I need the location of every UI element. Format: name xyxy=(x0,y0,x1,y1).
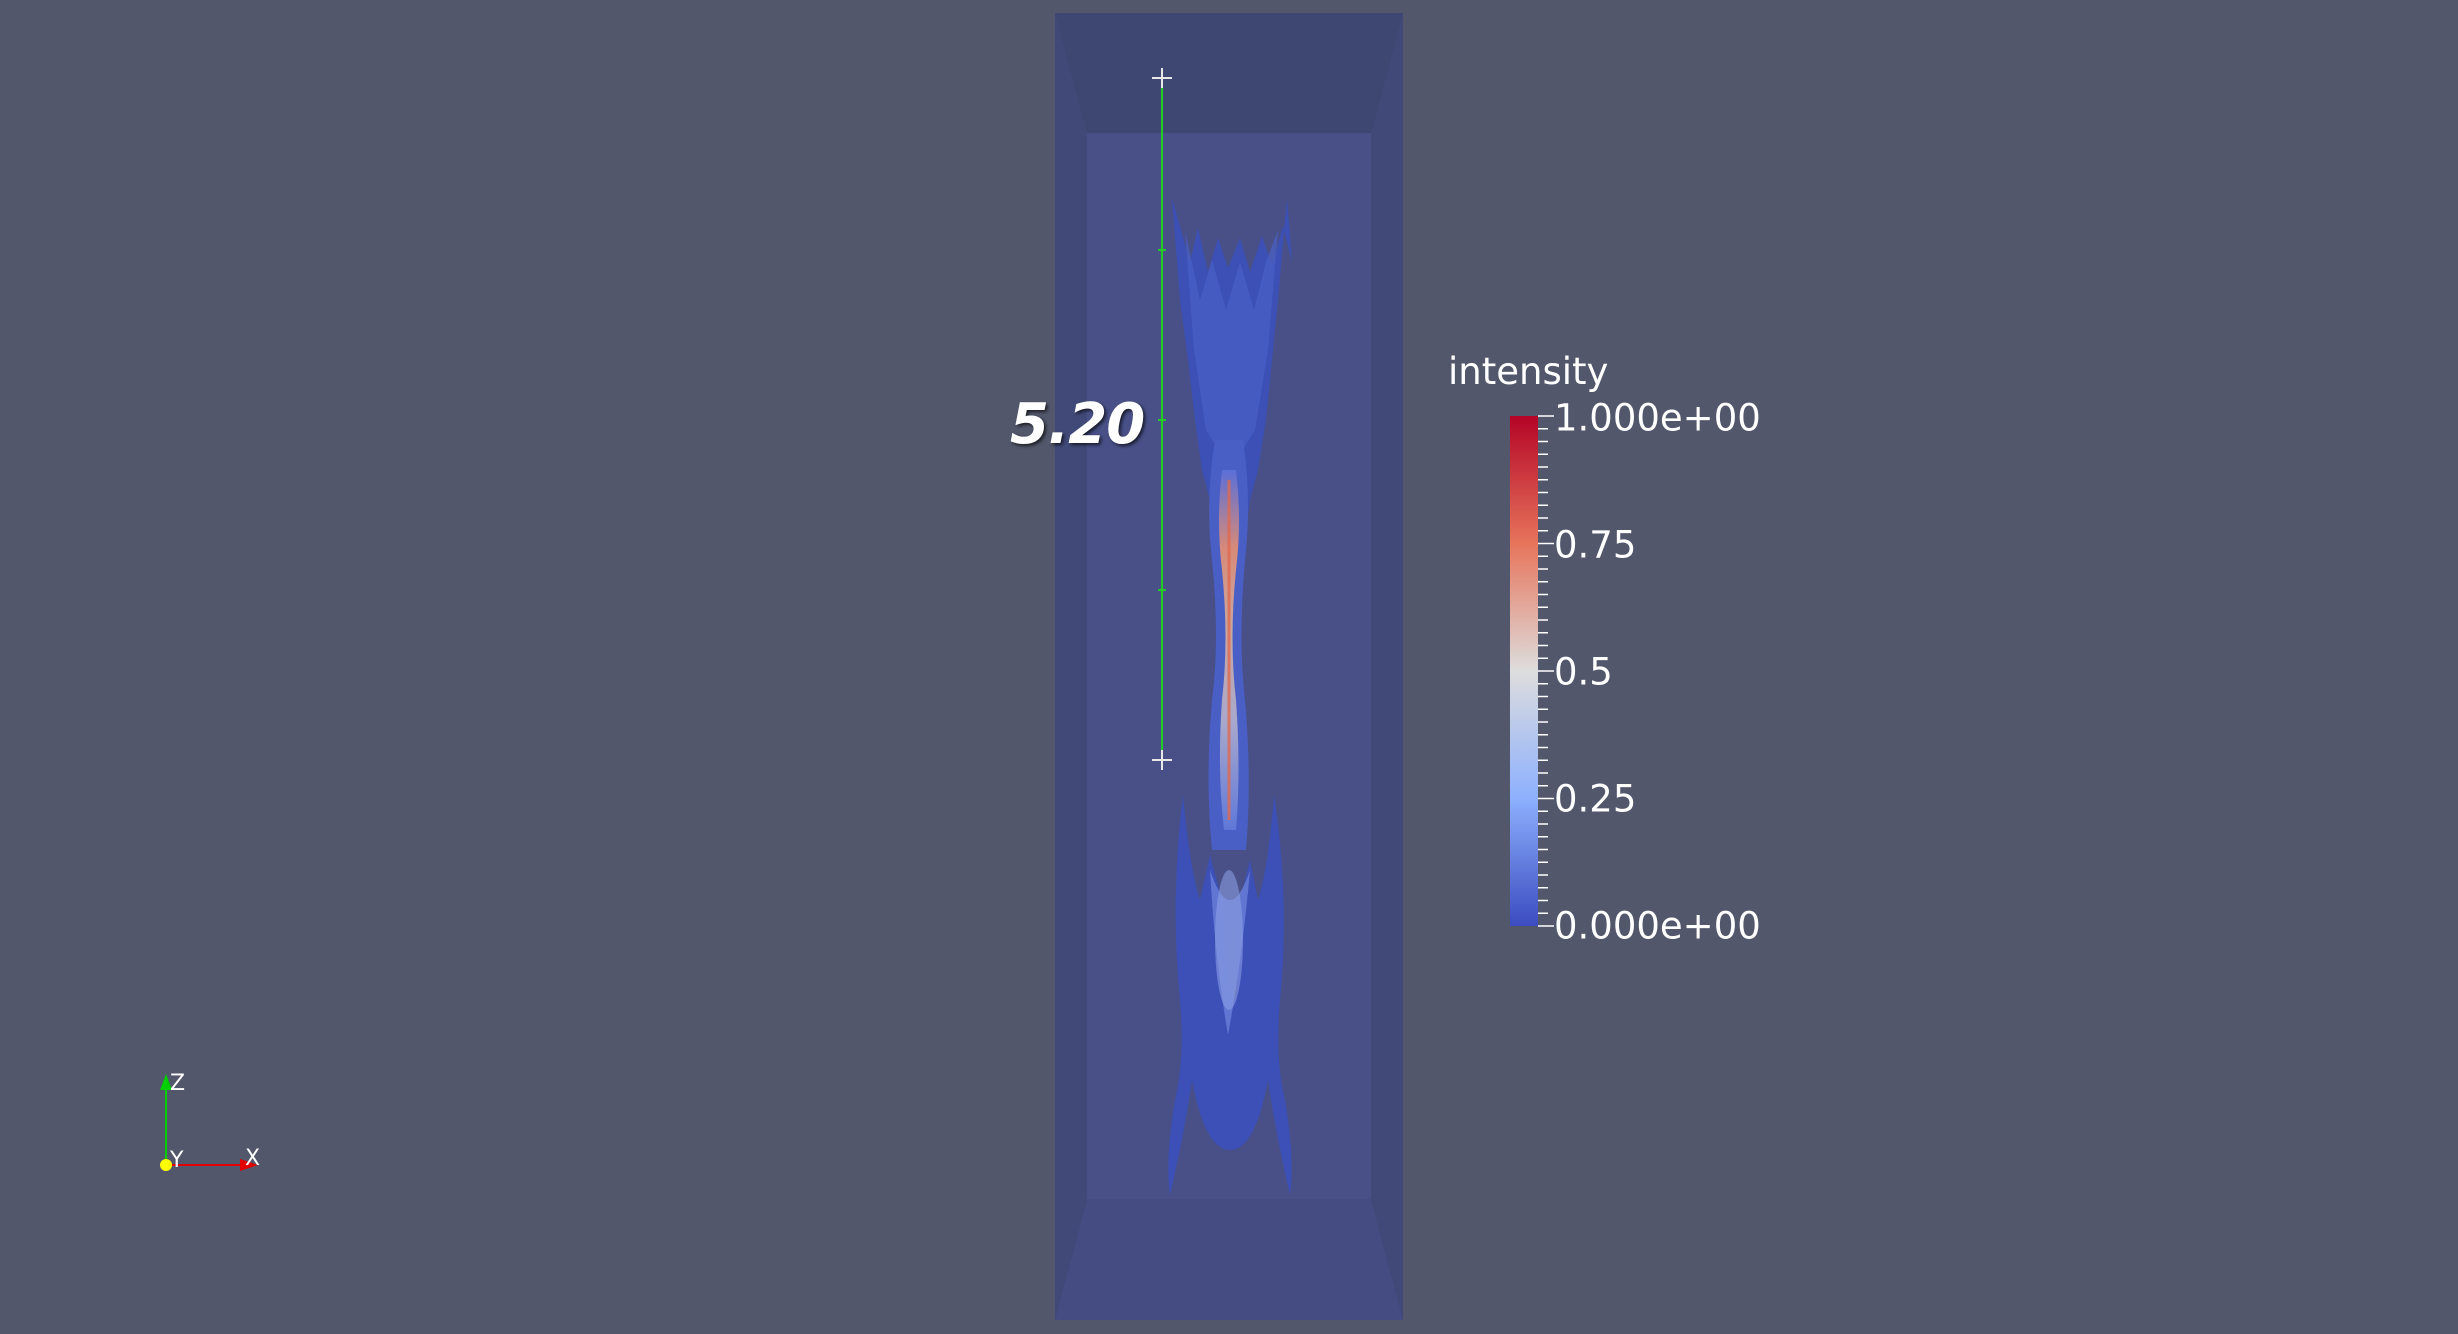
axis-label-x: X xyxy=(245,1146,261,1171)
box-right-face xyxy=(1371,13,1403,1320)
legend-title: intensity xyxy=(1448,350,1609,393)
colorbar xyxy=(1510,416,1538,926)
ruler-widget[interactable] xyxy=(1152,68,1172,770)
legend-tick-075: 0.75 xyxy=(1554,523,1637,567)
orientation-axes xyxy=(160,1074,258,1171)
box-bottom-face xyxy=(1055,1199,1403,1320)
legend-tick-025: 0.25 xyxy=(1554,777,1637,821)
color-legend[interactable] xyxy=(1510,415,1554,927)
legend-tick-max: 1.000e+00 xyxy=(1554,396,1761,440)
legend-tick-05: 0.5 xyxy=(1554,650,1613,694)
axis-label-y: Y xyxy=(170,1148,184,1173)
x-arrow-head xyxy=(240,1159,258,1171)
box-top-face xyxy=(1055,13,1403,133)
ruler-distance-label: 5.20 xyxy=(1010,392,1145,457)
isosurface-object xyxy=(1168,198,1292,1195)
box-left-face xyxy=(1055,13,1087,1320)
y-axis-dot xyxy=(160,1159,172,1171)
z-arrow-head xyxy=(160,1074,172,1090)
axis-label-z: Z xyxy=(170,1071,186,1096)
legend-tick-min: 0.000e+00 xyxy=(1554,904,1761,948)
